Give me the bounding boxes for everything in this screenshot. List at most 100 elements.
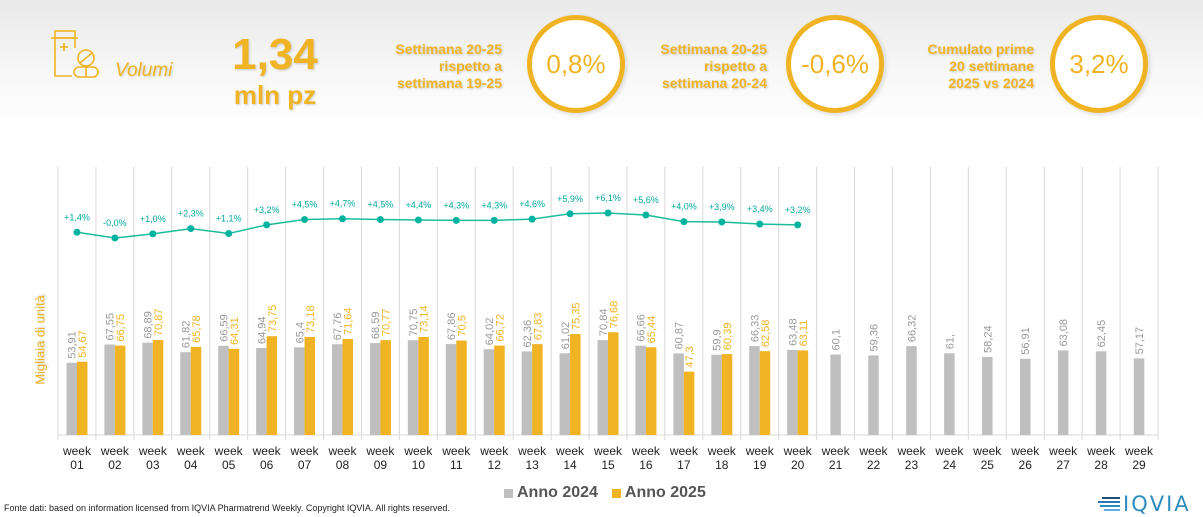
bar-2024	[66, 362, 77, 435]
growth-point	[376, 216, 384, 224]
bar-2024	[407, 340, 419, 435]
bar-2024	[104, 344, 115, 435]
stat-label-cumulative: Cumulato prime 20 settimane 2025 vs 2024	[910, 41, 1034, 92]
growth-point	[718, 218, 726, 226]
x-tick-line: 12	[488, 458, 502, 472]
x-tick-line: 27	[1056, 458, 1070, 472]
x-tick-line: 02	[108, 458, 122, 472]
bar-2024	[982, 356, 993, 435]
x-tick-line: 22	[867, 458, 881, 472]
bar-label-2024: 62,45	[1096, 320, 1108, 348]
legend-label: Anno 2025	[624, 484, 706, 501]
bar-2025	[342, 339, 353, 435]
bar-2025	[76, 361, 88, 435]
x-tick-line: week	[896, 444, 926, 458]
growth-label: +5,9%	[557, 194, 583, 204]
x-tick-label: week 22	[859, 444, 889, 472]
data-source-note: Fonte dati: based on information license…	[4, 503, 450, 513]
x-tick-line: week	[555, 444, 585, 458]
bar-2024	[521, 351, 533, 435]
stat-value: 0,8%	[546, 48, 606, 79]
bar-2025	[797, 350, 809, 435]
bar-label-2025: 63,11	[798, 320, 810, 347]
growth-label: +1,0%	[140, 214, 166, 224]
bar-label-2024: 67,86	[446, 313, 458, 341]
x-tick-label: week 25	[972, 444, 1002, 472]
x-tick-line: 04	[184, 458, 198, 472]
x-tick-label: week 28	[1086, 444, 1116, 472]
x-tick-line: week	[631, 444, 661, 458]
bar-2024	[294, 347, 305, 435]
x-tick-line: week	[62, 444, 92, 458]
x-tick-line: 18	[715, 458, 729, 472]
bar-2024	[830, 354, 841, 435]
growth-point	[528, 215, 536, 223]
stat-circle-cumulative: 3,2%	[1050, 15, 1148, 113]
x-tick-line: week	[859, 444, 889, 458]
x-tick-label: week 05	[214, 444, 244, 472]
bar-2025	[114, 345, 126, 435]
stat-label-line: 20 settimane	[949, 58, 1034, 74]
bar-2024	[483, 349, 495, 435]
growth-label: +4,4%	[405, 200, 431, 210]
x-tick-line: week	[517, 444, 547, 458]
bar-label-2025: 73,75	[267, 305, 279, 333]
x-tick-line: week	[745, 444, 775, 458]
stat-label-line: settimana 20-24	[661, 75, 767, 91]
growth-label: +4,7%	[330, 199, 356, 209]
growth-label: +6,1%	[595, 193, 621, 203]
bar-label-2025: 70,5	[457, 315, 469, 336]
bar-label-2025: 54,67	[77, 330, 89, 358]
stat-label-line: 2025 vs 2024	[948, 75, 1034, 91]
growth-label: +1,1%	[216, 213, 242, 223]
bar-label-2024: 70,75	[408, 309, 420, 337]
x-tick-line: 19	[753, 458, 767, 472]
x-tick-line: week	[441, 444, 471, 458]
bar-2025	[304, 336, 316, 435]
stat-label-line: Cumulato prime	[927, 41, 1034, 57]
growth-point	[642, 211, 650, 219]
gridlines	[57, 167, 1159, 440]
bar-2025	[266, 336, 278, 435]
x-tick-line: 24	[943, 458, 957, 472]
bar-label-2024: 67,76	[332, 313, 344, 341]
kpi-unit: mln pz	[233, 80, 317, 110]
bar-label-2024: 53,91	[67, 331, 79, 359]
x-tick-line: 26	[1019, 458, 1033, 472]
bar-2024	[1019, 358, 1031, 435]
bar-label-2024: 60,87	[674, 322, 686, 350]
bar-2025	[418, 336, 429, 435]
bar-label-2025: 60,39	[722, 323, 734, 351]
bar-label-2024: 60,1	[831, 329, 843, 350]
growth-label: +1,4%	[64, 212, 90, 222]
growth-point	[111, 234, 119, 242]
x-tick-label: week 18	[707, 444, 737, 472]
growth-label: +3,2%	[785, 205, 811, 215]
x-tick-line: week	[707, 444, 737, 458]
x-tick-line: 05	[222, 458, 236, 472]
bar-label-2024: 65,4	[294, 322, 306, 343]
growth-point	[604, 209, 612, 217]
x-tick-label: week 21	[821, 444, 851, 472]
x-tick-label: week 27	[1048, 444, 1078, 472]
x-tick-line: week	[1048, 444, 1078, 458]
x-tick-line: 13	[525, 458, 539, 472]
growth-point	[756, 220, 764, 228]
bar-label-2024: 64,94	[256, 316, 268, 344]
legend-item-2025: Anno 2025	[611, 484, 706, 502]
growth-point	[414, 216, 422, 224]
x-tick-line: week	[479, 444, 509, 458]
x-tick-line: 07	[298, 458, 312, 472]
bar-2025	[152, 340, 164, 435]
bar-label-2024: 68,59	[370, 312, 382, 340]
bar-2024	[944, 353, 955, 435]
bar-label-2025: 47,3	[684, 346, 696, 367]
bar-2024	[1095, 351, 1107, 435]
x-tick-line: 23	[905, 458, 919, 472]
x-tick-label: week 03	[138, 444, 168, 472]
stat-value: -0,6%	[801, 48, 869, 79]
stat-label-line: Settimana 20-25	[395, 41, 502, 57]
x-tick-label: week 23	[896, 444, 926, 472]
bar-2025	[190, 346, 202, 435]
x-tick-label: week 12	[479, 444, 509, 472]
